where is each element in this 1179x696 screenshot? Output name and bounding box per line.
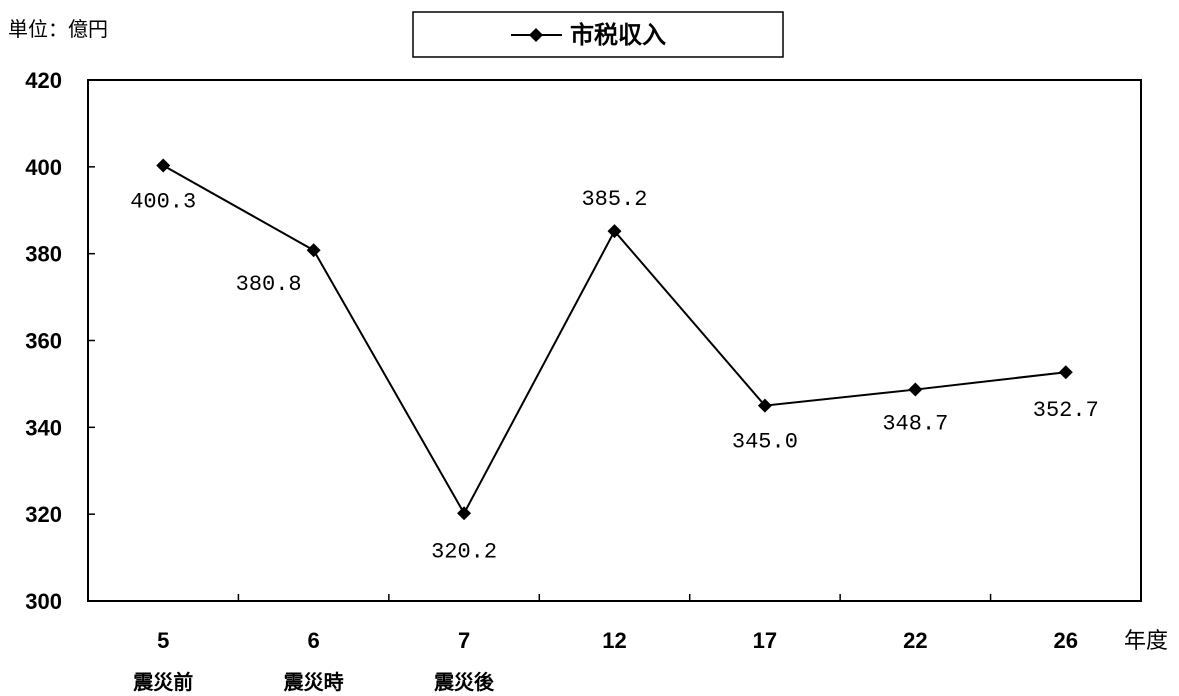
y-tick-label: 340 [25, 415, 62, 440]
y-tick-label: 420 [25, 68, 62, 93]
data-label: 380.8 [236, 272, 302, 297]
x-tick-label: 17 [753, 628, 777, 653]
data-point-marker [457, 506, 472, 521]
y-tick-label: 360 [25, 329, 62, 354]
x-tick-label: 6 [308, 628, 320, 653]
data-labels: 400.3 380.8 320.2 385.2 345.0 348.7 352.7 [130, 187, 1099, 564]
plot-area [87, 79, 1142, 602]
data-label: 400.3 [130, 190, 196, 215]
legend-marker-diamond [529, 28, 543, 42]
x-category-note: 震災後 [434, 670, 495, 694]
data-label: 385.2 [581, 187, 647, 212]
unit-label: 単位：億円 [8, 17, 108, 41]
x-tick-label: 7 [458, 628, 470, 653]
x-tick-label: 22 [903, 628, 927, 653]
x-category-note: 震災前 [133, 670, 193, 694]
data-point-marker [757, 398, 772, 413]
data-point-marker [306, 243, 321, 258]
y-tick-label: 300 [25, 589, 62, 614]
data-point-marker [156, 158, 171, 173]
data-label: 320.2 [431, 539, 497, 564]
legend-box [412, 11, 784, 58]
data-label: 345.0 [732, 430, 798, 455]
data-point-marker [1058, 365, 1073, 380]
series-line [162, 164, 1066, 516]
x-category-note: 震災時 [284, 670, 344, 694]
y-tick-label: 400 [25, 155, 62, 180]
data-point-marker [908, 382, 923, 397]
y-tick-label: 380 [25, 242, 62, 267]
data-point-marker [607, 224, 622, 239]
series-market-tax [156, 158, 1073, 521]
y-axis: 300 320 340 360 380 400 420 [25, 68, 95, 614]
x-tick-label: 5 [157, 628, 169, 653]
data-label: 352.7 [1033, 398, 1099, 423]
data-label: 348.7 [882, 412, 948, 437]
x-tick-label: 26 [1054, 628, 1078, 653]
legend-series-name: 市税収入 [570, 21, 666, 49]
x-axis-unit-label: 年度 [1124, 629, 1168, 654]
x-axis: 5 震災前 6 震災時 7 震災後 12 17 22 26 [133, 594, 1078, 694]
legend: 市税収入 [412, 11, 784, 58]
x-tick-label: 12 [602, 628, 626, 653]
y-tick-label: 320 [25, 502, 62, 527]
